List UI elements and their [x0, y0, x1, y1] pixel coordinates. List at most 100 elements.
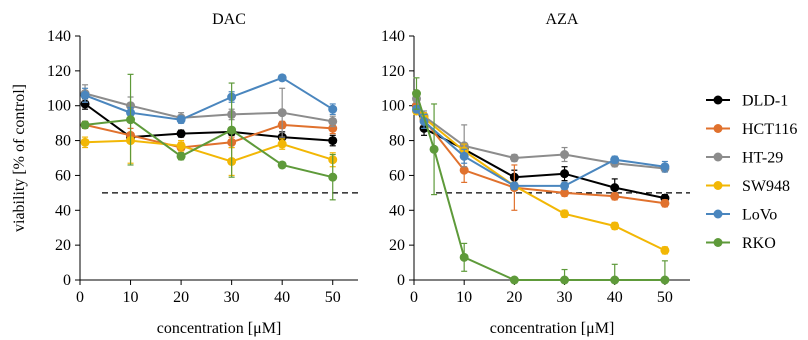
dac-y-tick-label: 100 [47, 98, 71, 115]
legend-label: HCT116 [742, 121, 797, 138]
aza-lovo-point [509, 181, 519, 191]
dac-rko-point [126, 115, 136, 125]
dac-rko-point [328, 172, 338, 182]
dac-y-tick-label: 40 [55, 202, 71, 219]
dac-y-tick-label: 20 [55, 237, 71, 254]
aza-lovo-point [610, 155, 620, 165]
aza-y-tick-label: 60 [389, 167, 405, 184]
legend-swatch-marker [713, 124, 723, 133]
dac-series-rko [80, 73, 338, 201]
aza-hct116-point [660, 198, 670, 208]
legend-item-ht-29: HT-29 [706, 150, 783, 167]
aza-y-tick-label: 140 [381, 28, 405, 45]
dac-series-hct116 [80, 120, 338, 154]
legend-swatch-marker [713, 181, 723, 190]
aza-y-tick-label: 0 [397, 272, 405, 289]
dac-rko-point [227, 125, 237, 135]
legend-swatch-marker [713, 209, 723, 219]
y-axis-label: viability [% of control] [11, 84, 28, 232]
dac-y-tick-label: 0 [63, 272, 71, 289]
legend: DLD-1 HCT116 HT-29 SW948 LoVo RKO [706, 93, 797, 252]
dac-x-tick-label: 20 [173, 289, 189, 306]
aza-rko-point [560, 275, 570, 285]
dac-lovo-point [277, 73, 287, 83]
dac-rko-point [176, 151, 186, 161]
aza-rko-point [459, 252, 469, 262]
legend-swatch-marker [713, 152, 723, 162]
aza-lovo-point [660, 162, 670, 172]
dac-hct116-line [84, 123, 333, 149]
aza-series-sw948 [412, 106, 670, 255]
legend-item-lovo: LoVo [706, 207, 777, 224]
aza-dld-1-line [415, 105, 666, 200]
legend-item-sw948: SW948 [706, 178, 790, 195]
aza-sw948-line [415, 110, 666, 252]
legend-swatch-marker [713, 238, 723, 247]
dac-series-dld-1 [80, 98, 338, 147]
legend-item-dld-1: DLD-1 [706, 93, 788, 110]
legend-item-rko: RKO [706, 235, 776, 252]
dac-rko-line [84, 118, 333, 179]
dac-x-tick-label: 10 [123, 289, 139, 306]
dac-lovo-point [328, 104, 338, 114]
aza-y-tick-label: 120 [381, 63, 405, 80]
aza-rko-point [412, 89, 422, 99]
aza-y-tick-label: 80 [389, 133, 405, 150]
aza-ht-29-point [509, 153, 519, 163]
dac-dld-1-point [328, 136, 338, 146]
dac-x-axis-label: concentration [μM] [157, 320, 282, 337]
dac-lovo-point [80, 90, 90, 100]
legend-label: RKO [742, 235, 776, 252]
aza-panel: AZA 0 20 40 60 80 100 120 140 0 10 20 30 40 50 concentr… [381, 11, 690, 337]
aza-series-lovo [412, 104, 670, 191]
dac-dld-1-point [176, 129, 186, 139]
aza-y-tick-label: 100 [381, 98, 405, 115]
dac-x-tick-label: 40 [274, 289, 290, 306]
aza-hct116-line [415, 105, 666, 205]
aza-hct116-point [610, 191, 620, 201]
legend-label: HT-29 [742, 150, 783, 167]
aza-dld-1-point [610, 183, 620, 193]
dac-sw948-point [80, 137, 90, 147]
aza-rko-point [509, 275, 519, 285]
dac-title: DAC [212, 11, 246, 28]
dac-sw948-point [176, 141, 186, 151]
aza-rko-point [429, 144, 439, 154]
aza-rko-point [660, 275, 670, 285]
dac-dld-1-line [84, 103, 333, 142]
dac-ht-29-line [84, 92, 333, 123]
dac-x-tick-label: 50 [325, 289, 341, 306]
legend-swatch-marker [713, 95, 723, 105]
dac-panel: DAC 0 20 40 60 80 100 120 140 0 10 20 30 40 50 concentr… [47, 11, 358, 337]
aza-sw948-point [610, 221, 620, 231]
dac-y-tick-label: 140 [47, 28, 71, 45]
aza-x-axis-label: concentration [μM] [490, 320, 615, 337]
dac-x-tick-label: 30 [224, 289, 240, 306]
dac-y-tick-label: 80 [55, 133, 71, 150]
aza-hct116-point [560, 188, 570, 198]
aza-series-rko [412, 77, 670, 285]
dac-y-tick-label: 60 [55, 167, 71, 184]
aza-x-tick-label: 50 [657, 289, 673, 306]
dac-ht-29-point [328, 116, 338, 126]
aza-x-tick-label: 10 [456, 289, 472, 306]
dac-x-tick-label: 0 [76, 289, 84, 306]
aza-x-tick-label: 0 [410, 289, 418, 306]
legend-label: LoVo [742, 207, 777, 224]
legend-item-hct116: HCT116 [706, 121, 797, 138]
aza-rko-point [610, 275, 620, 285]
aza-lovo-point [459, 151, 469, 161]
aza-title: AZA [546, 11, 579, 28]
legend-label: SW948 [742, 178, 790, 195]
dac-lovo-line [84, 76, 334, 121]
dac-lovo-point [176, 115, 186, 125]
aza-lovo-point [560, 181, 570, 191]
aza-hct116-point [459, 165, 469, 175]
dac-rko-point [277, 160, 287, 170]
aza-x-tick-label: 30 [557, 289, 573, 306]
aza-y-tick-label: 40 [389, 202, 405, 219]
aza-x-tick-label: 40 [607, 289, 623, 306]
aza-dld-1-point [560, 169, 570, 179]
aza-ht-29-point [560, 150, 570, 160]
